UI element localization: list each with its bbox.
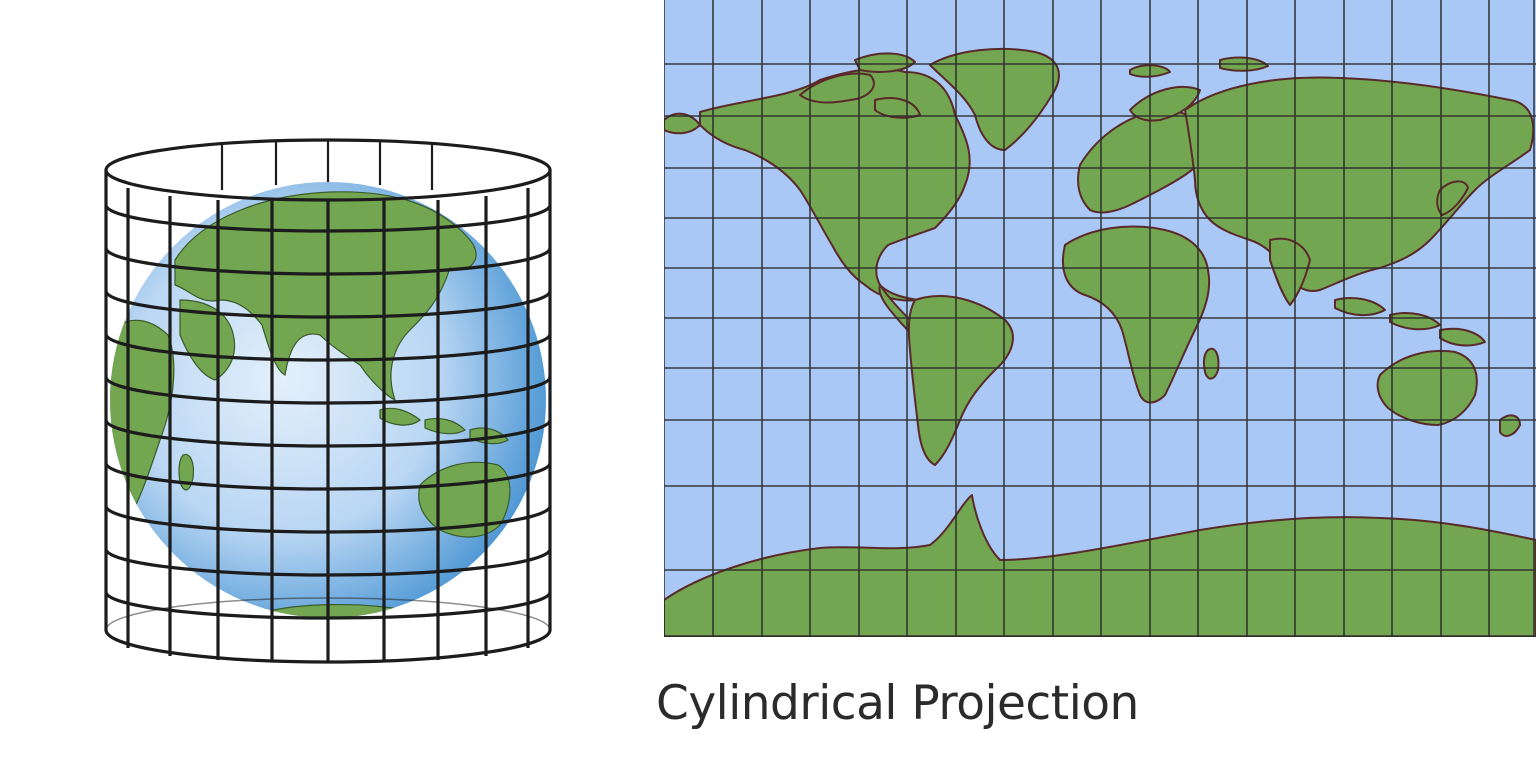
cylinder-grid [104, 138, 552, 664]
globe-landmasses [110, 191, 511, 618]
map-landmasses [664, 47, 1536, 637]
caption-title: Cylindrical Projection [656, 676, 1139, 731]
map-graticule [664, 0, 1536, 637]
